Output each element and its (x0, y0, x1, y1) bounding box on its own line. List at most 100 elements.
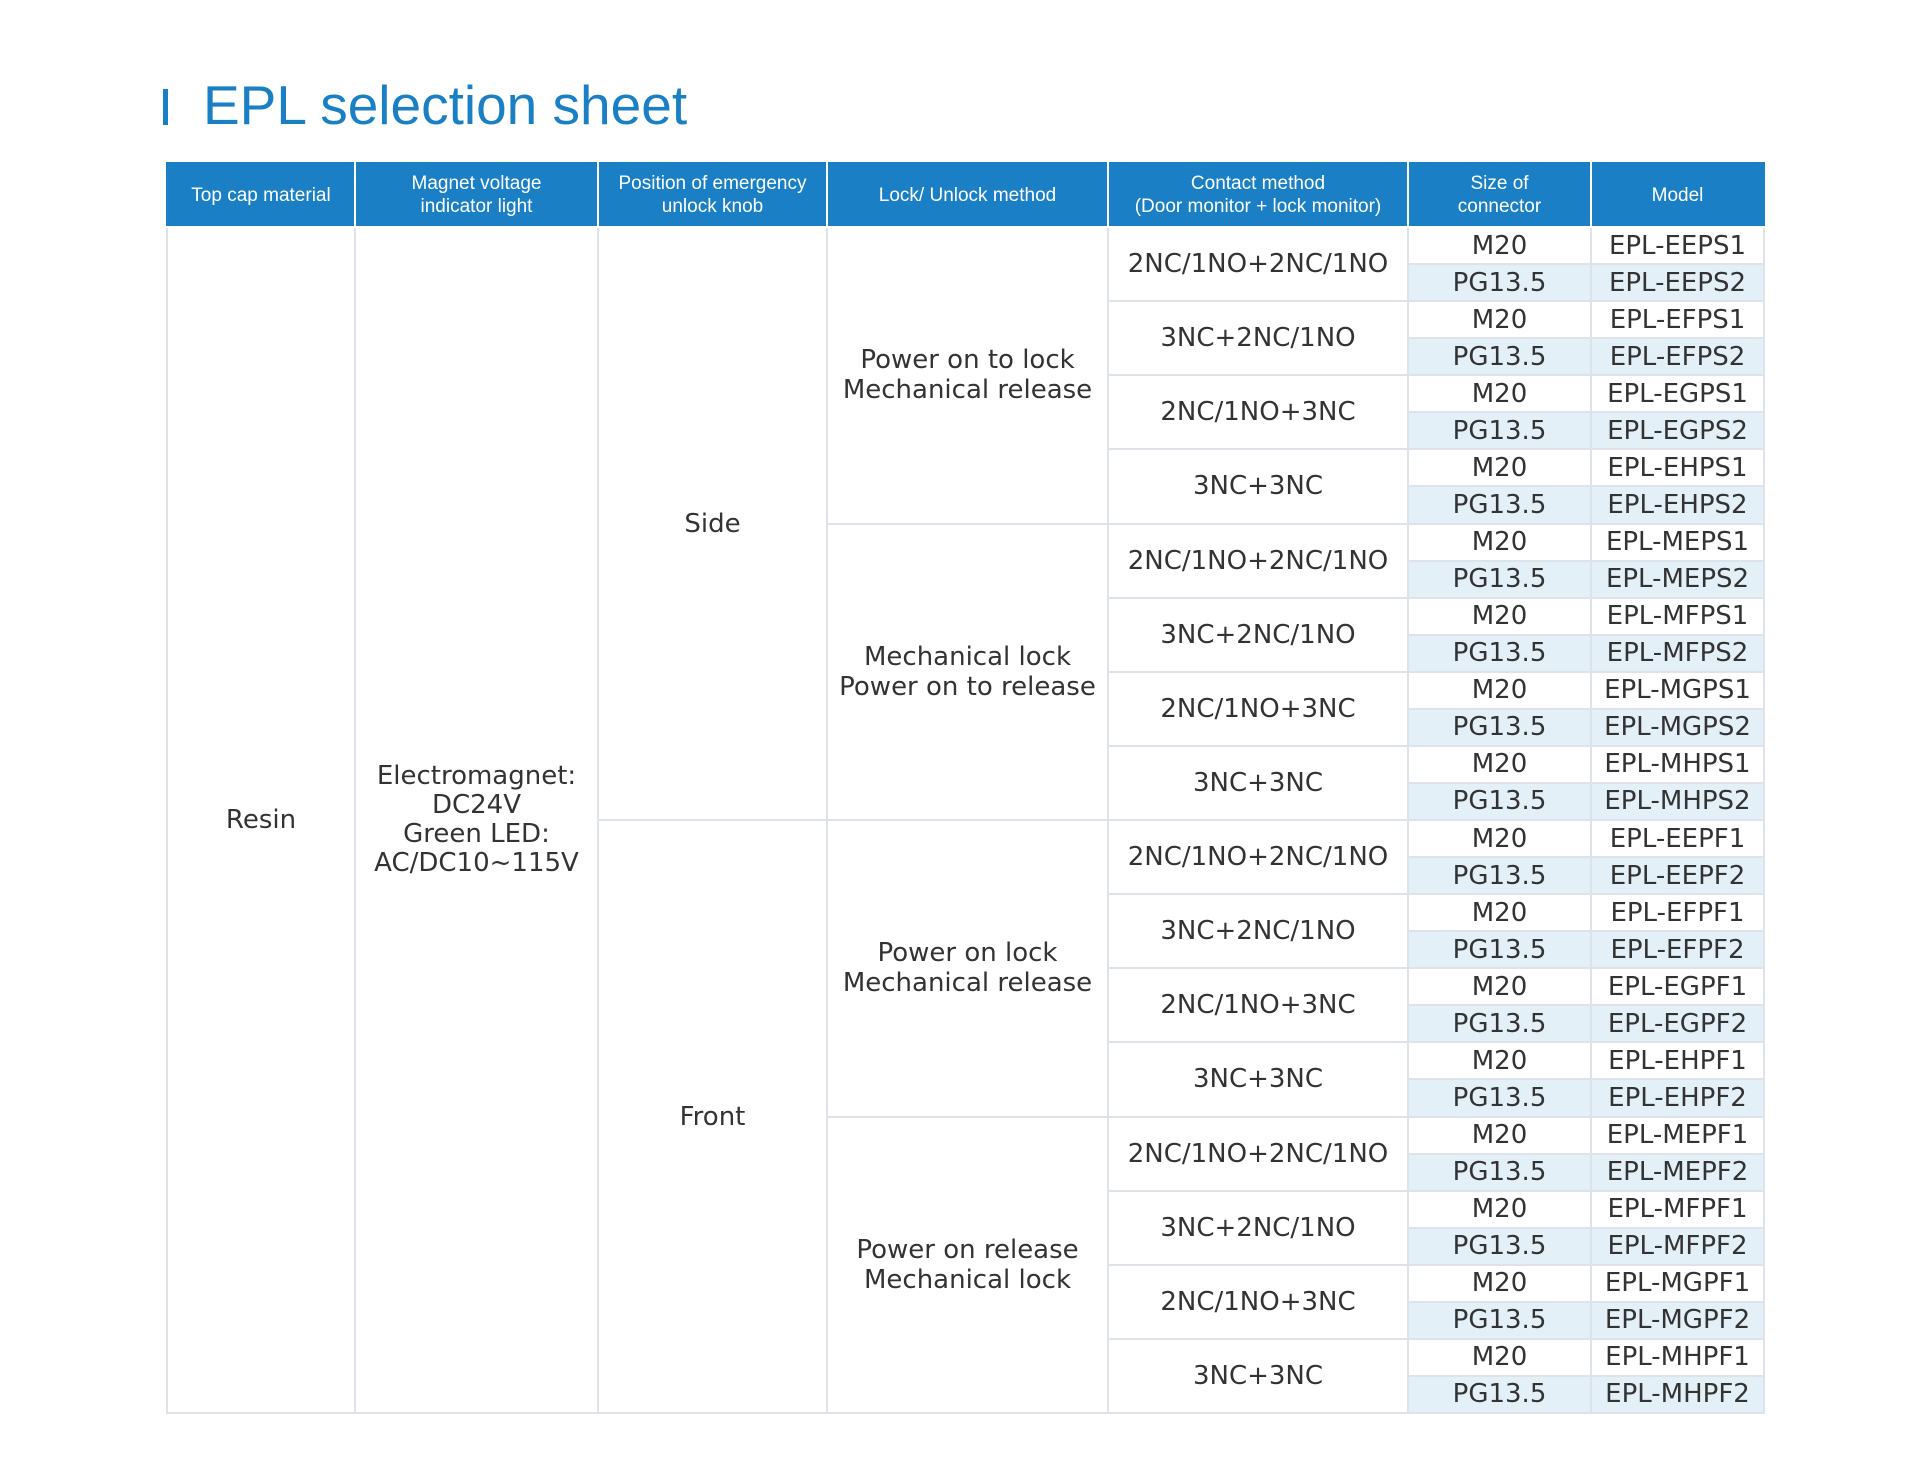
header-magnet-voltage: Magnet voltage indicator light (354, 162, 599, 228)
table-row: 3NC+2NC/1NO M20 EPL-EFPS1 (167, 300, 1765, 377)
lock-method-cell: Power on release Mechanical lock (826, 1115, 1109, 1414)
title-accent-bar (163, 89, 168, 125)
connector-size-cell: M20 (1407, 818, 1592, 859)
table-row: 2NC/1NO+3NC M20 EPL-EGPS1 (167, 374, 1765, 451)
lock-method-line: Mechanical release (842, 375, 1093, 406)
connector-size-cell: M20 (1407, 1041, 1592, 1081)
model-cell: EPL-EHPF2 (1590, 1078, 1765, 1118)
model-cell: EPL-MGPF1 (1590, 1263, 1765, 1303)
header-magnet-voltage-line: indicator light (420, 196, 533, 217)
connector-size-cell: M20 (1407, 967, 1592, 1007)
model-cell: EPL-MHPF2 (1590, 1374, 1765, 1415)
contact-method-cell: 2NC/1NO+3NC (1107, 1263, 1409, 1340)
lock-method-cell: Power on lock Mechanical release (826, 819, 1109, 1118)
connector-size-cell: PG13.5 (1407, 707, 1592, 747)
connector-size-cell: PG13.5 (1407, 411, 1592, 451)
model-cell: EPL-MFPF2 (1590, 1226, 1765, 1266)
magnet-voltage-line: Green LED: (403, 819, 550, 849)
connector-size-cell: PG13.5 (1407, 1152, 1592, 1192)
model-cell: EPL-EGPS2 (1590, 411, 1765, 451)
model-cell: EPL-EFPS1 (1590, 300, 1765, 340)
contact-method-cell: 2NC/1NO+2NC/1NO (1107, 818, 1409, 896)
connector-size-cell: PG13.5 (1407, 337, 1592, 377)
connector-size-cell: M20 (1407, 522, 1592, 562)
table-row: 3NC+2NC/1NO M20 EPL-EFPF1 (167, 893, 1765, 970)
table-row: 2NC/1NO+3NC M20 EPL-MGPS1 (167, 670, 1765, 747)
selection-table: Top cap material Magnet voltage indicato… (166, 162, 1765, 1415)
table-row: PG13.5 EPL-EGPF2 (167, 1004, 1765, 1044)
connector-size-cell: PG13.5 (1407, 485, 1592, 525)
table-row: PG13.5 EPL-MEPF2 (167, 1152, 1765, 1192)
contact-method-cell: 3NC+3NC (1107, 448, 1409, 525)
connector-size-cell: PG13.5 (1407, 1300, 1592, 1340)
model-cell: EPL-EFPS2 (1590, 337, 1765, 377)
model-cell: EPL-EGPF2 (1590, 1004, 1765, 1044)
contact-method-cell: 2NC/1NO+2NC/1NO (1107, 225, 1409, 303)
table-row: Mechanical lock Power on to release 2NC/1N… (167, 522, 1765, 821)
model-cell: EPL-EHPS1 (1590, 448, 1765, 488)
connector-size-cell: M20 (1407, 596, 1592, 636)
table-row: 3NC+2NC/1NO M20 EPL-MFPS1 (167, 596, 1765, 673)
connector-size-cell: PG13.5 (1407, 263, 1592, 303)
contact-method-cell: 2NC/1NO+3NC (1107, 374, 1409, 451)
model-cell: EPL-EHPF1 (1590, 1041, 1765, 1081)
connector-size-cell: PG13.5 (1407, 1078, 1592, 1118)
header-row: Top cap material Magnet voltage indicato… (166, 162, 1765, 228)
connector-size-cell: M20 (1407, 374, 1592, 414)
model-cell: EPL-EEPS1 (1590, 225, 1765, 266)
header-connector-size: Size of connector (1407, 162, 1592, 228)
connector-size-cell: PG13.5 (1407, 1226, 1592, 1266)
table-row: 3NC+3NC M20 EPL-MHPS1 (167, 744, 1765, 822)
model-cell: EPL-EFPF2 (1590, 930, 1765, 970)
lock-method-line: Mechanical lock (863, 1264, 1072, 1295)
table-row: 2NC/1NO+3NC M20 EPL-MGPF1 (167, 1263, 1765, 1340)
table-row: PG13.5 EPL-EEPS2 (167, 263, 1765, 303)
header-knob-position-line: Position of emergency (618, 173, 807, 194)
contact-method-cell: 2NC/1NO+2NC/1NO (1107, 522, 1409, 599)
header-contact-method-line: (Door monitor + lock monitor) (1134, 196, 1382, 217)
model-cell: EPL-MGPF2 (1590, 1300, 1765, 1340)
contact-method-cell: 2NC/1NO+3NC (1107, 670, 1409, 747)
model-cell: EPL-EGPS1 (1590, 374, 1765, 414)
connector-size-cell: PG13.5 (1407, 1004, 1592, 1044)
lock-method-cell: Power on to lock Mechanical release (826, 226, 1109, 525)
table-row: PG13.5 EPL-MEPS2 (167, 559, 1765, 599)
connector-size-cell: M20 (1407, 448, 1592, 488)
table-row: PG13.5 EPL-EEPF2 (167, 856, 1765, 896)
table-row: Front Power on lock Mechanical release 2NC/… (167, 818, 1765, 1414)
table-row: 3NC+3NC M20 EPL-EHPF1 (167, 1041, 1765, 1118)
lock-method-line: Power on to lock (860, 345, 1075, 376)
model-cell: EPL-EFPF1 (1590, 893, 1765, 933)
header-connector-size-line: Size of (1470, 173, 1529, 194)
magnet-voltage-cell: Electromagnet: DC24V Green LED: AC/DC10~115… (354, 226, 599, 1414)
connector-size-cell: M20 (1407, 1189, 1592, 1229)
table-row: PG13.5 EPL-MGPS2 (167, 707, 1765, 747)
contact-method-cell: 3NC+3NC (1107, 1041, 1409, 1118)
connector-size-cell: PG13.5 (1407, 559, 1592, 599)
model-cell: EPL-EEPS2 (1590, 263, 1765, 303)
lock-method-line: Power on lock (877, 938, 1058, 969)
connector-size-cell: PG13.5 (1407, 856, 1592, 896)
header-contact-method-line: Contact method (1190, 173, 1326, 194)
model-cell: EPL-MFPS2 (1590, 633, 1765, 673)
connector-size-cell: PG13.5 (1407, 1374, 1592, 1415)
table-row: Resin Electromagnet: DC24V Green LED: AC/DC1… (166, 225, 1765, 1414)
header-magnet-voltage-line: Magnet voltage (411, 173, 542, 194)
lock-method-line: Power on to release (839, 671, 1096, 702)
header-connector-size-line: connector (1457, 196, 1542, 217)
table-row: 3NC+3NC M20 EPL-MHPF1 (167, 1337, 1765, 1415)
table-row: PG13.5 EPL-EFPS2 (167, 337, 1765, 377)
header-knob-position: Position of emergency unlock knob (597, 162, 828, 228)
connector-size-cell: PG13.5 (1407, 781, 1592, 822)
header-knob-position-line: unlock knob (661, 196, 764, 217)
lock-method-line: Mechanical lock (863, 641, 1072, 672)
model-cell: EPL-MFPS1 (1590, 596, 1765, 636)
table-header: Top cap material Magnet voltage indicato… (166, 162, 1765, 228)
connector-size-cell: M20 (1407, 1115, 1592, 1155)
contact-method-cell: 3NC+2NC/1NO (1107, 300, 1409, 377)
model-cell: EPL-MHPS1 (1590, 744, 1765, 784)
table-row: 3NC+3NC M20 EPL-EHPS1 (167, 448, 1765, 525)
model-cell: EPL-MEPS2 (1590, 559, 1765, 599)
model-cell: EPL-EHPS2 (1590, 485, 1765, 525)
model-cell: EPL-MEPF1 (1590, 1115, 1765, 1155)
